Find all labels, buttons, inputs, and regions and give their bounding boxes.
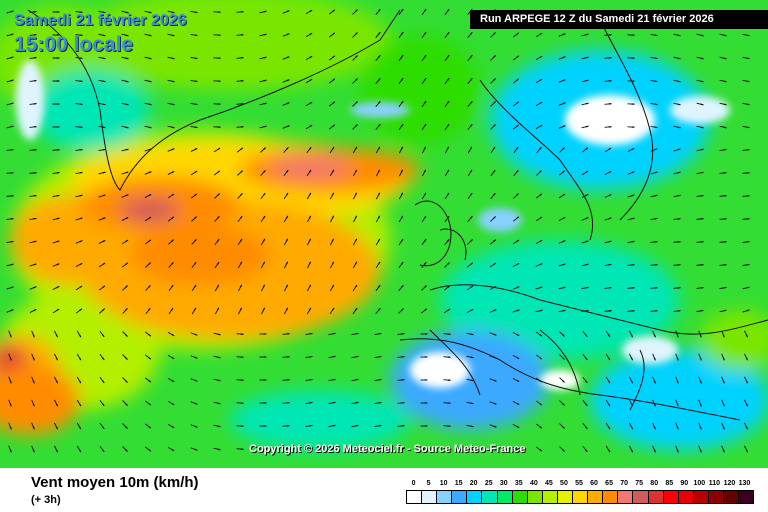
legend-tick-label: 65 xyxy=(605,480,613,487)
color-scale-bar xyxy=(406,490,754,504)
legend-swatch xyxy=(633,491,649,503)
legend-tick-label: 100 xyxy=(693,480,706,487)
legend-swatch xyxy=(723,491,740,503)
legend-swatch xyxy=(437,491,453,503)
legend-swatch xyxy=(648,491,664,503)
legend-swatch xyxy=(482,491,498,503)
legend-tick-label: 40 xyxy=(529,480,538,487)
legend-tick-label: 5 xyxy=(426,480,431,487)
legend-swatch xyxy=(693,491,709,503)
coastlines xyxy=(27,9,768,421)
legend-tick-label: 45 xyxy=(545,480,553,487)
legend-swatch xyxy=(573,491,589,503)
legend-tick-label: 120 xyxy=(723,480,736,487)
legend-tick-label: 10 xyxy=(439,480,448,487)
legend-swatch xyxy=(663,491,679,503)
wind-map: Samedi 21 février 2026 15:00 locale Run … xyxy=(0,0,768,468)
wind-speed-field xyxy=(0,0,768,468)
legend-swatch xyxy=(497,491,513,503)
legend-tick-label: 20 xyxy=(469,480,478,487)
legend-swatch xyxy=(422,491,438,503)
forecast-date: Samedi 21 février 2026 xyxy=(14,12,187,29)
legend-swatch xyxy=(708,491,724,503)
legend-tick-label: 75 xyxy=(635,480,644,487)
legend-tick-label: 15 xyxy=(454,480,463,487)
legend-swatch xyxy=(452,491,468,503)
forecast-step-label: (+ 3h) xyxy=(31,494,61,506)
model-run-label: Run ARPEGE 12 Z du Samedi 21 février 202… xyxy=(470,10,768,29)
legend-tick-label: 90 xyxy=(680,480,689,487)
legend-tick-label: 60 xyxy=(590,480,598,487)
legend-tick-label: 110 xyxy=(708,480,721,487)
legend-panel: Vent moyen 10m (km/h) (+ 3h) 0 5 10 15 20 25 3… xyxy=(0,468,768,512)
legend-swatch xyxy=(512,491,528,503)
legend-tick-label: 0 xyxy=(411,480,416,487)
legend-swatch xyxy=(467,491,483,503)
legend-swatch xyxy=(678,491,694,503)
legend-tick-label: 70 xyxy=(620,480,629,487)
legend-swatch xyxy=(542,491,558,503)
legend-tick-label: 85 xyxy=(665,480,674,487)
legend-tick-label: 80 xyxy=(650,480,659,487)
legend-tick-label: 50 xyxy=(560,480,568,487)
legend-swatch xyxy=(527,491,543,503)
legend-swatch xyxy=(618,491,634,503)
variable-label: Vent moyen 10m (km/h) xyxy=(31,474,199,491)
wind-speed-shading xyxy=(0,0,768,450)
legend-swatch xyxy=(739,491,754,503)
legend-tick-label: 30 xyxy=(499,480,508,487)
legend-swatch xyxy=(407,491,423,503)
legend-tick-label: 25 xyxy=(484,480,493,487)
legend-swatch xyxy=(603,491,619,503)
copyright-notice: Copyright © 2026 Meteociel.fr - Source M… xyxy=(249,443,526,455)
calm-patches xyxy=(16,60,730,390)
legend-tick-label: 35 xyxy=(514,480,523,487)
legend-swatch xyxy=(557,491,574,503)
legend-tick-label: 55 xyxy=(575,480,583,487)
legend-swatch xyxy=(588,491,604,503)
legend-tick-label: 130 xyxy=(738,480,751,487)
forecast-time: 15:00 locale xyxy=(14,33,134,56)
color-scale-ticks: 0 5 10 15 20 25 30 35 40 45 50 55 60 65 70 75 80 85 90 100 1… xyxy=(400,480,752,490)
